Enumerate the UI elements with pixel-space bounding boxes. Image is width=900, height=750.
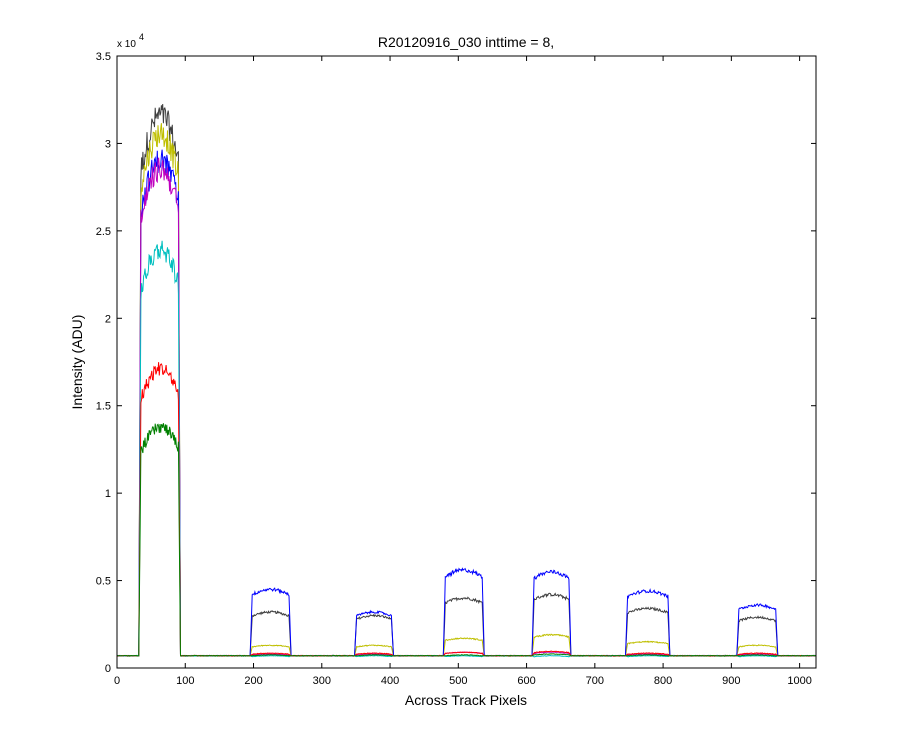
y-tick-label: 0 bbox=[105, 663, 111, 675]
y-tick-label: 3.5 bbox=[96, 51, 111, 63]
y-tick-label: 1.5 bbox=[96, 401, 111, 413]
x-tick-label: 0 bbox=[114, 675, 120, 687]
y-tick-label: 1 bbox=[105, 488, 111, 500]
x-tick-label: 500 bbox=[449, 675, 467, 687]
y-exponent-power: 4 bbox=[139, 32, 144, 42]
axes-box bbox=[116, 55, 817, 669]
series-line bbox=[116, 423, 817, 657]
plot-area bbox=[117, 56, 816, 668]
y-tick-label: 2.5 bbox=[96, 226, 111, 238]
y-tick-label: 0.5 bbox=[96, 576, 111, 588]
y-axis-label: Intensity (ADU) bbox=[69, 315, 85, 410]
x-axis: 0 100 200 300 400 500 600 700 800 900 1000 bbox=[114, 56, 812, 687]
x-tick-label: 1000 bbox=[787, 675, 811, 687]
chart-title: R20120916_030 inttime = 8, bbox=[378, 34, 554, 50]
series-layer bbox=[116, 103, 817, 658]
x-tick-label: 300 bbox=[313, 675, 331, 687]
x-tick-label: 600 bbox=[517, 675, 535, 687]
x-tick-label: 200 bbox=[244, 675, 262, 687]
x-tick-label: 800 bbox=[654, 675, 672, 687]
x-tick-label: 900 bbox=[722, 675, 740, 687]
x-tick-label: 700 bbox=[586, 675, 604, 687]
y-tick-label: 3 bbox=[105, 138, 111, 150]
x-tick-label: 400 bbox=[381, 675, 399, 687]
y-tick-label: 2 bbox=[105, 313, 111, 325]
y-axis: 0 0.5 1 1.5 2 2.5 3 3.5 bbox=[96, 51, 816, 675]
x-tick-label: 100 bbox=[176, 675, 194, 687]
y-exponent-base: x 10 bbox=[117, 39, 136, 50]
x-axis-label: Across Track Pixels bbox=[405, 692, 527, 708]
